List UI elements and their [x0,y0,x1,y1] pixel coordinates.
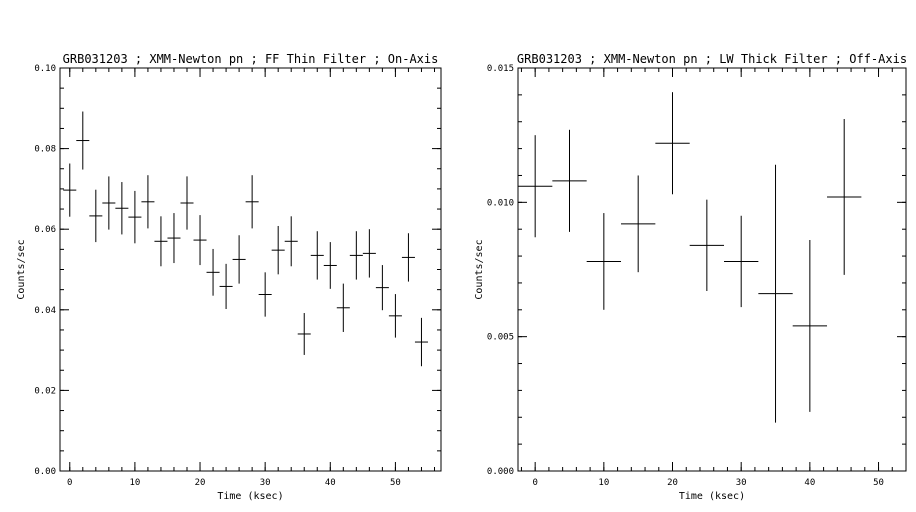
plot-frame [517,67,907,472]
y-tick-label: 0.08 [34,145,56,155]
x-tick-label: 40 [325,478,336,488]
x-tick-label: 30 [736,478,747,488]
x-tick-label: 0 [67,478,72,488]
y-tick-label: 0.010 [487,198,514,208]
x-tick-label: 10 [598,478,609,488]
right-light-curve-panel: 0 10 20 30 40 50 0.000 0.005 0.010 0.015GRB031203… [474,52,907,502]
y-tick-label: 0.06 [34,225,56,235]
x-tick-label: 10 [129,478,140,488]
x-tick-label: 40 [804,478,815,488]
x-axis-label: Time (ksec) [217,491,283,502]
left-light-curve-panel: 0 10 20 30 40 50 0.00 0.02 0.04 0.06 0.08 0.10 GRB03… [16,52,442,502]
x-tick-label: 20 [195,478,206,488]
x-axis-label: Time (ksec) [679,491,745,502]
y-tick-label: 0.04 [34,306,56,316]
x-tick-label: 20 [667,478,678,488]
y-tick-label: 0.10 [34,64,56,74]
y-tick-label: 0.00 [34,467,56,477]
y-tick-label: 0.02 [34,386,56,396]
y-tick-label: 0.000 [487,467,514,477]
x-tick-label: 50 [873,478,884,488]
y-tick-label: 0.015 [487,64,514,74]
plot-frame [59,67,442,472]
x-tick-label: 50 [390,478,401,488]
x-tick-label: 30 [260,478,271,488]
x-tick-label: 0 [532,478,537,488]
y-axis-label: Counts/sec [16,239,27,299]
chart-title: GRB031203 ; XMM-Newton pn ; LW Thick Fil… [517,52,907,66]
y-tick-label: 0.005 [487,333,514,343]
y-axis-label: Counts/sec [474,239,485,299]
chart-title: GRB031203 ; XMM-Newton pn ; FF Thin Filt… [63,52,439,66]
